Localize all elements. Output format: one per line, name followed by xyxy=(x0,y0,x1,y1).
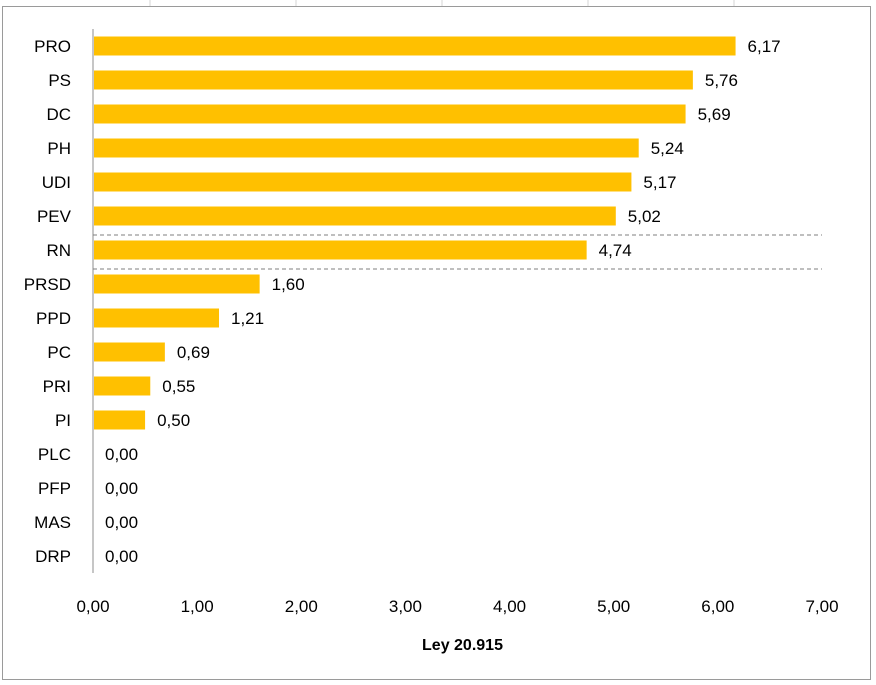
value-label-rn: 4,74 xyxy=(599,241,632,260)
x-tick-label: 6,00 xyxy=(701,597,734,616)
category-label-ph: PH xyxy=(47,139,71,158)
value-label-udi: 5,17 xyxy=(643,173,676,192)
category-label-pi: PI xyxy=(55,411,71,430)
x-tick-label: 1,00 xyxy=(181,597,214,616)
category-label-rn: RN xyxy=(46,241,71,260)
bar-rn xyxy=(94,240,587,260)
bar-udi xyxy=(94,172,632,192)
x-tick-label: 2,00 xyxy=(285,597,318,616)
value-label-plc: 0,00 xyxy=(105,445,138,464)
bar-prsd xyxy=(94,274,260,294)
x-tick-label: 4,00 xyxy=(493,597,526,616)
chart-area[interactable]: PRO 6,17 PS 5,76 DC 5,69 PH 5,24 UDI 5,17 PEV 5,02 R… xyxy=(2,6,871,680)
bar-ph xyxy=(94,138,639,158)
category-label-plc: PLC xyxy=(38,445,71,464)
category-label-pev: PEV xyxy=(37,207,72,226)
bar-pro xyxy=(94,36,736,56)
bar-ppd xyxy=(94,308,220,328)
category-label-pri: PRI xyxy=(43,377,71,396)
bar-pc xyxy=(94,342,165,362)
bar-ps xyxy=(94,70,693,90)
x-tick-label: 0,00 xyxy=(76,597,109,616)
category-label-ppd: PPD xyxy=(36,309,71,328)
x-tick-label: 7,00 xyxy=(805,597,838,616)
x-axis-title: Ley 20.915 xyxy=(422,637,503,654)
category-label-drp: DRP xyxy=(35,547,71,566)
category-label-pc: PC xyxy=(47,343,71,362)
value-label-pro: 6,17 xyxy=(748,37,781,56)
category-label-dc: DC xyxy=(46,105,71,124)
value-label-mas: 0,00 xyxy=(105,513,138,532)
category-label-udi: UDI xyxy=(42,173,71,192)
category-label-mas: MAS xyxy=(34,513,71,532)
bar-dc xyxy=(94,104,686,124)
value-label-pri: 0,55 xyxy=(162,377,195,396)
category-label-prsd: PRSD xyxy=(24,275,71,294)
value-label-pev: 5,02 xyxy=(628,207,661,226)
x-tick-label: 3,00 xyxy=(389,597,422,616)
value-label-ph: 5,24 xyxy=(651,139,684,158)
value-label-pi: 0,50 xyxy=(157,411,190,430)
bar-pri xyxy=(94,376,151,396)
x-tick-label: 5,00 xyxy=(597,597,630,616)
value-label-ppd: 1,21 xyxy=(231,309,264,328)
value-label-prsd: 1,60 xyxy=(272,275,305,294)
bar-chart: PRO 6,17 PS 5,76 DC 5,69 PH 5,24 UDI 5,17 PEV 5,02 R… xyxy=(24,29,839,654)
bar-pi xyxy=(94,410,146,430)
category-label-pfp: PFP xyxy=(38,479,71,498)
value-label-pc: 0,69 xyxy=(177,343,210,362)
category-label-ps: PS xyxy=(48,71,71,90)
value-label-pfp: 0,00 xyxy=(105,479,138,498)
value-label-ps: 5,76 xyxy=(705,71,738,90)
category-label-pro: PRO xyxy=(34,37,71,56)
bar-pev xyxy=(94,206,616,226)
value-label-drp: 0,00 xyxy=(105,547,138,566)
value-label-dc: 5,69 xyxy=(698,105,731,124)
